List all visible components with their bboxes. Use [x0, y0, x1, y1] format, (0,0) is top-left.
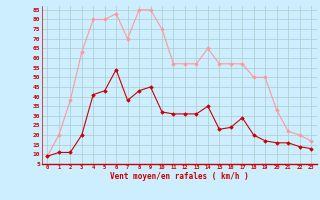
X-axis label: Vent moyen/en rafales ( km/h ): Vent moyen/en rafales ( km/h ) — [110, 172, 249, 181]
